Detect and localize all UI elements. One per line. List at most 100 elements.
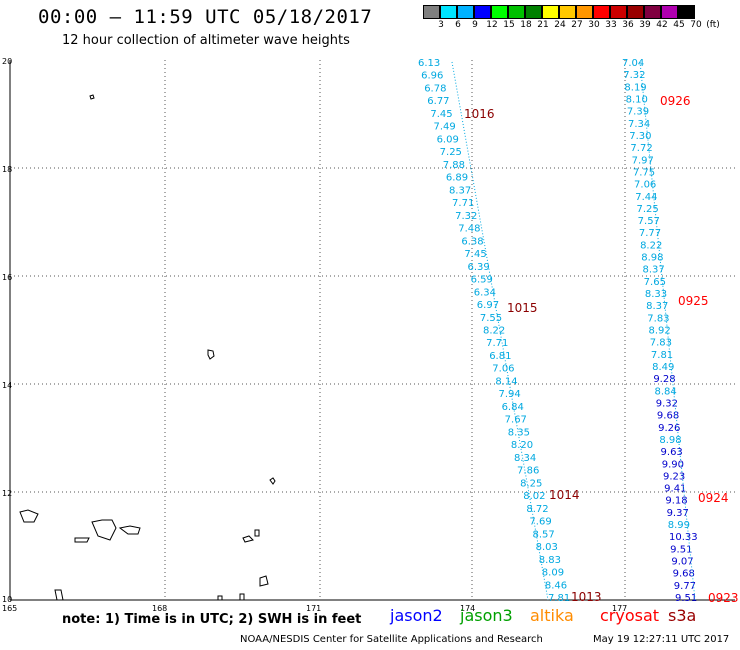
- colorbar-swatch: [457, 5, 474, 19]
- s3a-swh-label: 6.81: [489, 351, 511, 362]
- legend-cryosat: cryosat: [600, 606, 660, 625]
- colorbar-label: 21: [537, 20, 549, 30]
- colorbar-label: 6: [455, 20, 461, 30]
- s3a-swh-label: 7.45: [464, 249, 486, 260]
- credit-text: NOAA/NESDIS Center for Satellite Applica…: [240, 634, 543, 645]
- colorbar-swatch: [576, 5, 593, 19]
- cryosat-swh-label: 7.65: [644, 277, 666, 288]
- s3a-swh-label: 8.35: [508, 427, 530, 438]
- s3a-swh-label: 8.46: [545, 580, 567, 591]
- colorbar-swatch: [491, 5, 508, 19]
- colorbar-swatch: [542, 5, 559, 19]
- cryosat-swh-label: 7.77: [639, 228, 661, 239]
- cryosat-time-label: 0925: [678, 294, 709, 308]
- colorbar-label: 24: [554, 20, 566, 30]
- cryosat-swh-label: 9.28: [653, 374, 675, 385]
- s3a-swh-label: 8.72: [526, 504, 548, 515]
- colorbar-swatch: [627, 5, 644, 19]
- y-tick-label: 14: [2, 381, 12, 390]
- cryosat-swh-label: 9.07: [671, 557, 693, 568]
- island-outline: [259, 575, 269, 587]
- cryosat-swh-label: 7.81: [651, 350, 673, 361]
- s3a-swh-label: 8.37: [449, 185, 471, 196]
- colorbar-label: 30: [588, 20, 600, 30]
- s3a-swh-label: 7.45: [430, 109, 452, 120]
- cryosat-swh-label: 7.25: [636, 204, 658, 215]
- island-outline: [54, 589, 64, 601]
- s3a-swh-label: 7.49: [433, 122, 455, 133]
- cryosat-swh-label: 9.77: [674, 581, 696, 592]
- cryosat-swh-label: 8.98: [659, 435, 681, 446]
- cryosat-swh-label: 7.97: [632, 155, 654, 166]
- island-outline: [118, 525, 141, 535]
- island-outline: [91, 519, 117, 541]
- s3a-swh-label: 8.20: [511, 440, 533, 451]
- s3a-swh-label: 7.86: [517, 466, 539, 477]
- cryosat-swh-label: 7.83: [647, 313, 669, 324]
- cryosat-swh-label: 9.37: [667, 508, 689, 519]
- x-tick-label: 165: [2, 604, 17, 613]
- y-tick-label: 16: [2, 273, 12, 282]
- colorbar-swatch: [678, 5, 695, 19]
- island-outline: [207, 349, 215, 360]
- s3a-time-label: 1015: [507, 301, 538, 315]
- s3a-swh-label: 6.78: [424, 83, 446, 94]
- colorbar-label: 33: [605, 20, 617, 30]
- colorbar-swatch: [474, 5, 491, 19]
- s3a-swh-label: 6.77: [427, 96, 449, 107]
- cryosat-swh-label: 8.49: [652, 362, 674, 373]
- s3a-swh-label: 8.09: [542, 568, 564, 579]
- cryosat-time-label: 0923: [708, 591, 739, 605]
- cryosat-swh-label: 7.57: [638, 216, 660, 227]
- cryosat-swh-label: 7.39: [627, 107, 649, 118]
- s3a-swh-label: 7.48: [458, 224, 480, 235]
- colorbar-label: 42: [656, 20, 668, 30]
- cryosat-swh-label: 8.37: [642, 265, 664, 276]
- cryosat-swh-label: 9.18: [665, 496, 687, 507]
- cryosat-swh-label: 7.34: [628, 119, 650, 130]
- colorbar-label: 45: [673, 20, 685, 30]
- cryosat-swh-label: 8.99: [668, 520, 690, 531]
- cryosat-swh-label: 9.90: [662, 459, 684, 470]
- cryosat-swh-label: 8.37: [646, 301, 668, 312]
- cryosat-swh-label: 8.92: [649, 326, 671, 337]
- s3a-swh-label: 7.88: [443, 160, 465, 171]
- cryosat-swh-label: 9.41: [664, 484, 686, 495]
- cryosat-swh-label: 7.72: [630, 143, 652, 154]
- colorbar-swatch: [508, 5, 525, 19]
- island-outline: [74, 537, 90, 543]
- s3a-swh-label: 6.89: [446, 173, 468, 184]
- cryosat-swh-label: 8.19: [624, 82, 646, 93]
- colorbar-label: 36: [622, 20, 634, 30]
- colorbar-label: 9: [472, 20, 478, 30]
- cryosat-swh-label: 9.51: [670, 544, 692, 555]
- s3a-swh-label: 7.32: [455, 211, 477, 222]
- colorbar-swatch: [593, 5, 610, 19]
- cryosat-time-label: 0924: [698, 491, 729, 505]
- island-outline: [89, 94, 95, 100]
- cryosat-swh-label: 9.51: [675, 593, 697, 604]
- s3a-swh-label: 8.03: [536, 542, 558, 553]
- cryosat-track-line: [639, 61, 696, 601]
- colorbar: [423, 5, 695, 19]
- colorbar-label: (ft): [706, 20, 720, 30]
- colorbar-label: 12: [486, 20, 498, 30]
- colorbar-label: 39: [639, 20, 651, 30]
- cryosat-swh-label: 7.32: [623, 70, 645, 81]
- island-outline: [242, 535, 254, 543]
- s3a-swh-label: 7.06: [492, 364, 514, 375]
- s3a-time-label: 1016: [464, 107, 495, 121]
- s3a-swh-label: 6.96: [421, 71, 443, 82]
- y-tick-label: 20: [2, 57, 12, 66]
- s3a-swh-label: 8.34: [514, 453, 536, 464]
- island-outline: [217, 595, 223, 601]
- cryosat-swh-label: 7.83: [650, 338, 672, 349]
- s3a-swh-label: 7.55: [480, 313, 502, 324]
- s3a-swh-label: 7.71: [486, 338, 508, 349]
- island-outline: [269, 477, 276, 485]
- cryosat-swh-label: 8.84: [655, 386, 677, 397]
- colorbar-label: 3: [438, 20, 444, 30]
- cryosat-swh-label: 7.44: [635, 192, 657, 203]
- s3a-swh-label: 7.25: [440, 147, 462, 158]
- s3a-swh-label: 7.71: [452, 198, 474, 209]
